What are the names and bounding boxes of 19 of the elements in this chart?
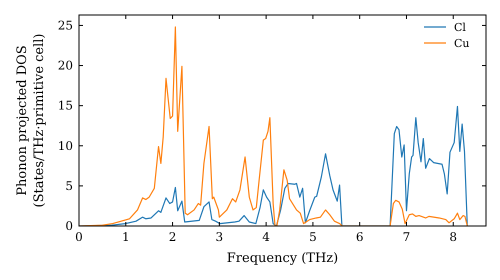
x-tick-label: 1 — [122, 230, 130, 244]
x-tick-label: 0 — [75, 230, 83, 244]
y-axis-title: Phonon projected DOS (States/THz·primitive cell) — [15, 33, 47, 208]
x-tick-label: 2 — [168, 230, 176, 244]
x-axis-title: Frequency (THz) — [226, 251, 338, 266]
legend-label: Cu — [454, 37, 470, 50]
y-tick-label: 5 — [65, 178, 73, 193]
x-tick-label: 7 — [402, 230, 410, 244]
x-tick-label: 5 — [309, 230, 317, 244]
x-tick-label: 8 — [449, 230, 458, 244]
y-tick-label: 15 — [58, 98, 73, 113]
y-tick-label: 10 — [58, 138, 73, 153]
x-tick-label: 6 — [356, 230, 364, 244]
legend-label: Cl — [454, 21, 466, 34]
x-tick-label: 3 — [216, 230, 224, 244]
x-tick-label: 4 — [262, 230, 270, 244]
y-tick-label: 0 — [65, 219, 73, 233]
y-tick-label: 25 — [58, 18, 73, 32]
y-tick-label: 20 — [58, 58, 73, 73]
